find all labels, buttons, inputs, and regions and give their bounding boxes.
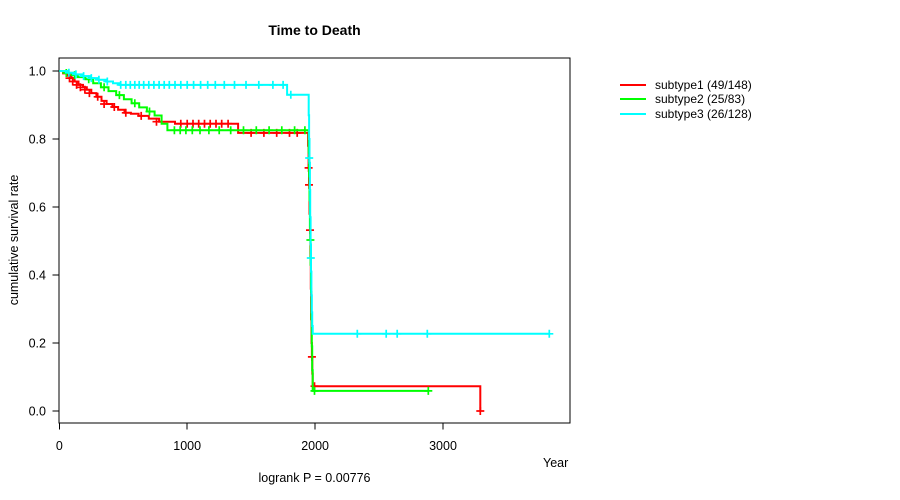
y-tick-label: 0.0 [29, 405, 46, 419]
y-tick-label: 1.0 [29, 65, 46, 79]
y-tick-label: 0.8 [29, 133, 46, 147]
x-tick-label: 1000 [173, 439, 201, 453]
plot-frame [58, 57, 571, 424]
y-axis-label: cumulative survival rate [7, 174, 21, 306]
legend: subtype1 (49/148) subtype2 (25/83) subty… [620, 78, 752, 121]
x-tick-label: 0 [56, 439, 63, 453]
y-tick-label: 0.4 [29, 269, 46, 283]
chart-title: Time to Death [268, 22, 361, 38]
legend-label: subtype1 (49/148) [655, 78, 752, 93]
legend-item-subtype1: subtype1 (49/148) [620, 78, 752, 92]
censor-marks-subtype1 [65, 74, 485, 415]
y-tick-label: 0.6 [29, 201, 46, 215]
survival-curve-subtype2 [59, 70, 429, 392]
legend-line-swatch [620, 84, 646, 87]
logrank-p-value: logrank P = 0.00776 [258, 471, 371, 485]
y-tick-label: 0.2 [29, 337, 46, 351]
legend-item-subtype2: subtype2 (25/83) [620, 92, 752, 106]
x-axis-label: Year [543, 456, 569, 470]
censor-marks-subtype2 [62, 69, 433, 395]
legend-label: subtype3 (26/128) [655, 106, 752, 121]
legend-line-swatch [620, 112, 646, 115]
legend-label: subtype2 (25/83) [655, 92, 746, 107]
survival-curve-subtype1 [59, 70, 482, 411]
x-tick-label: 2000 [301, 439, 329, 453]
x-tick-label: 3000 [429, 439, 457, 453]
survival-curve-subtype3 [59, 70, 550, 335]
legend-item-subtype3: subtype3 (26/128) [620, 107, 752, 121]
legend-line-swatch [620, 98, 646, 101]
censor-marks-subtype3 [64, 68, 554, 338]
